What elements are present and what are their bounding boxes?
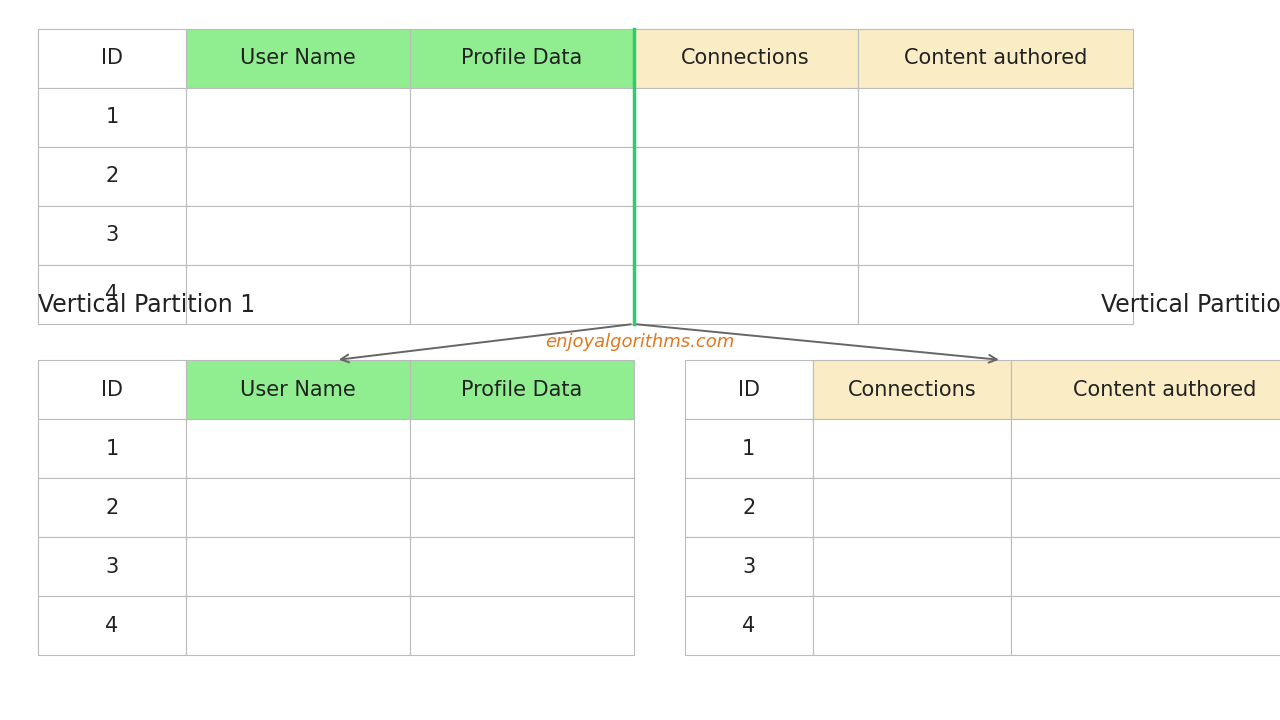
FancyBboxPatch shape (38, 29, 186, 88)
Text: Vertical Partition 2: Vertical Partition 2 (1101, 293, 1280, 317)
FancyBboxPatch shape (410, 360, 634, 419)
FancyBboxPatch shape (410, 29, 634, 88)
FancyBboxPatch shape (858, 206, 1133, 265)
FancyBboxPatch shape (410, 537, 634, 596)
FancyBboxPatch shape (1011, 419, 1280, 478)
FancyBboxPatch shape (186, 596, 410, 655)
FancyBboxPatch shape (186, 360, 410, 419)
FancyBboxPatch shape (38, 478, 186, 537)
FancyBboxPatch shape (813, 478, 1011, 537)
FancyBboxPatch shape (186, 147, 410, 206)
Text: ID: ID (737, 379, 760, 400)
Text: Connections: Connections (847, 379, 977, 400)
FancyBboxPatch shape (186, 419, 410, 478)
FancyBboxPatch shape (685, 478, 813, 537)
Text: 4: 4 (742, 616, 755, 636)
FancyBboxPatch shape (186, 478, 410, 537)
FancyBboxPatch shape (1011, 478, 1280, 537)
FancyBboxPatch shape (410, 88, 634, 147)
FancyBboxPatch shape (186, 88, 410, 147)
FancyBboxPatch shape (38, 419, 186, 478)
FancyBboxPatch shape (186, 29, 410, 88)
FancyBboxPatch shape (38, 147, 186, 206)
Text: 4: 4 (105, 284, 119, 305)
FancyBboxPatch shape (1011, 596, 1280, 655)
Text: Profile Data: Profile Data (461, 379, 582, 400)
Text: Vertical Partition 1: Vertical Partition 1 (38, 293, 256, 317)
FancyBboxPatch shape (38, 537, 186, 596)
FancyBboxPatch shape (813, 596, 1011, 655)
Text: 4: 4 (105, 616, 119, 636)
FancyBboxPatch shape (813, 537, 1011, 596)
FancyBboxPatch shape (685, 537, 813, 596)
FancyBboxPatch shape (685, 419, 813, 478)
FancyBboxPatch shape (186, 265, 410, 324)
FancyBboxPatch shape (38, 596, 186, 655)
FancyBboxPatch shape (38, 265, 186, 324)
Text: ID: ID (101, 379, 123, 400)
FancyBboxPatch shape (858, 29, 1133, 88)
FancyBboxPatch shape (634, 88, 858, 147)
Text: 3: 3 (105, 225, 119, 246)
FancyBboxPatch shape (186, 537, 410, 596)
FancyBboxPatch shape (1011, 360, 1280, 419)
Text: 3: 3 (105, 557, 119, 577)
FancyBboxPatch shape (38, 206, 186, 265)
FancyBboxPatch shape (410, 147, 634, 206)
FancyBboxPatch shape (186, 206, 410, 265)
Text: User Name: User Name (239, 379, 356, 400)
Text: 1: 1 (105, 438, 119, 459)
Text: 3: 3 (742, 557, 755, 577)
Text: User Name: User Name (239, 48, 356, 68)
FancyBboxPatch shape (858, 147, 1133, 206)
Text: 2: 2 (742, 498, 755, 518)
FancyBboxPatch shape (38, 360, 186, 419)
FancyBboxPatch shape (634, 265, 858, 324)
FancyBboxPatch shape (858, 88, 1133, 147)
FancyBboxPatch shape (410, 596, 634, 655)
Text: 2: 2 (105, 166, 119, 186)
Text: Content authored: Content authored (1073, 379, 1257, 400)
FancyBboxPatch shape (410, 206, 634, 265)
Text: 2: 2 (105, 498, 119, 518)
FancyBboxPatch shape (634, 206, 858, 265)
FancyBboxPatch shape (410, 265, 634, 324)
FancyBboxPatch shape (634, 29, 858, 88)
FancyBboxPatch shape (813, 419, 1011, 478)
FancyBboxPatch shape (410, 478, 634, 537)
FancyBboxPatch shape (685, 596, 813, 655)
Text: Content authored: Content authored (904, 48, 1087, 68)
FancyBboxPatch shape (813, 360, 1011, 419)
Text: ID: ID (101, 48, 123, 68)
FancyBboxPatch shape (634, 147, 858, 206)
Text: Connections: Connections (681, 48, 810, 68)
FancyBboxPatch shape (858, 265, 1133, 324)
Text: 1: 1 (742, 438, 755, 459)
Text: enjoyalgorithms.com: enjoyalgorithms.com (545, 333, 735, 351)
Text: Profile Data: Profile Data (461, 48, 582, 68)
FancyBboxPatch shape (685, 360, 813, 419)
Text: 1: 1 (105, 107, 119, 127)
FancyBboxPatch shape (410, 419, 634, 478)
FancyBboxPatch shape (38, 88, 186, 147)
FancyBboxPatch shape (1011, 537, 1280, 596)
